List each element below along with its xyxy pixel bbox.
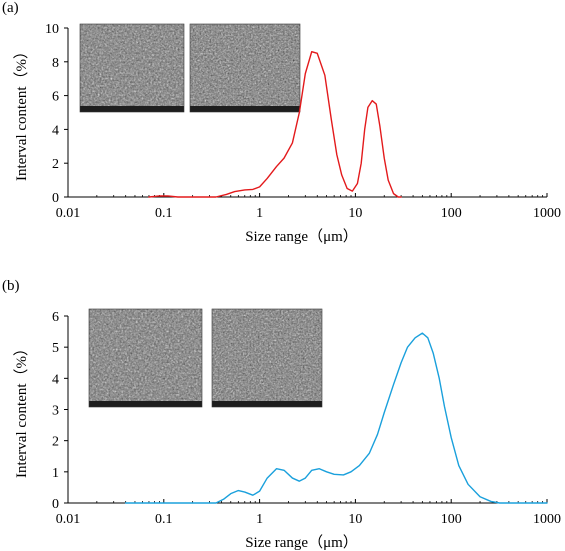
- y-tick-label: 8: [52, 56, 59, 71]
- x-axis-title: Size range（μm）: [245, 534, 358, 551]
- y-tick-label: 2: [52, 435, 59, 450]
- panel-label: (b): [2, 278, 20, 294]
- x-tick-label: 1: [256, 512, 263, 527]
- sem-image-border: [211, 308, 323, 408]
- x-tick-label: 100: [441, 206, 462, 221]
- chart-panel-2: (b) 0.01 0.1 1 10 100 1000 0 1 2 3 4 5 6 Size range（μm…: [2, 278, 561, 551]
- sem-image: [189, 23, 301, 113]
- y-tick-label: 1: [52, 466, 59, 481]
- y-axis-title: Interval content（%）: [13, 341, 30, 478]
- y-tick-label: 6: [52, 310, 59, 325]
- sem-image-texture: [190, 24, 300, 112]
- y-axis-title: Interval content（%）: [13, 44, 30, 181]
- y-tick-label: 0: [52, 497, 59, 512]
- y-tick-label: 2: [52, 157, 59, 172]
- x-tick-label: 1: [256, 206, 263, 221]
- sem-image-border: [79, 23, 185, 113]
- sem-image-texture: [80, 24, 184, 112]
- sem-image-info-bar: [89, 401, 202, 407]
- y-tick-label: 3: [52, 404, 59, 419]
- x-axis-title: Size range（μm）: [245, 228, 358, 245]
- x-tick-label: 100: [441, 512, 462, 527]
- x-tick-label: 10: [348, 512, 362, 527]
- x-tick-label: 1000: [533, 512, 561, 527]
- sem-image-texture: [212, 309, 322, 407]
- sem-image: [88, 308, 203, 408]
- y-tick-label: 4: [52, 372, 59, 387]
- sem-image-info-bar: [80, 106, 184, 112]
- y-tick-label: 4: [52, 123, 59, 138]
- y-tick-label: 6: [52, 90, 59, 105]
- sem-image-border: [189, 23, 301, 113]
- x-tick-label: 1000: [533, 206, 561, 221]
- y-tick-label: 0: [52, 191, 59, 206]
- x-tick-label: 0.1: [155, 512, 173, 527]
- chart-panel-1: (a) 0.01 0.1 1 10 100 1000 0 2 4 6 8 10 Size range（μm…: [2, 0, 561, 245]
- x-tick-label: 0.01: [56, 512, 81, 527]
- sem-image-texture: [89, 309, 202, 407]
- y-tick-label: 5: [52, 341, 59, 356]
- sem-image: [211, 308, 323, 408]
- sem-image-info-bar: [190, 106, 300, 112]
- x-tick-label: 10: [348, 206, 362, 221]
- panel-label: (a): [2, 0, 19, 16]
- x-tick-label: 0.01: [56, 206, 81, 221]
- x-tick-label: 0.1: [155, 206, 173, 221]
- series-line: [124, 332, 548, 504]
- sem-image-border: [88, 308, 203, 408]
- sem-image: [79, 23, 185, 113]
- y-tick-label: 10: [45, 22, 59, 37]
- sem-image-info-bar: [212, 401, 322, 407]
- series-line: [148, 50, 402, 198]
